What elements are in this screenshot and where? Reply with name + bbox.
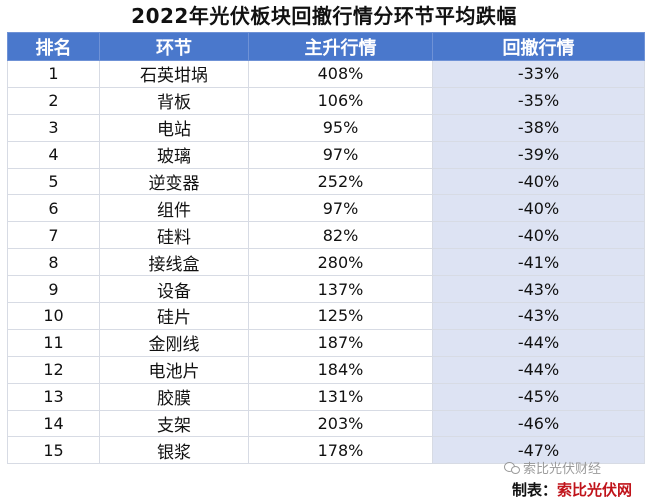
table-row: 11 金刚线 187% -44% [7, 328, 645, 357]
rise-cell: 280% [248, 248, 433, 277]
watermark: 索比光伏财经 [504, 458, 601, 477]
segment-cell: 电池片 [99, 355, 249, 384]
segment-cell: 胶膜 [99, 382, 249, 411]
rise-cell: 97% [248, 140, 433, 169]
rise-cell: 131% [248, 382, 433, 411]
table-row: 9 设备 137% -43% [7, 275, 645, 304]
footer-prefix: 制表： [511, 481, 557, 499]
table-row: 15 银浆 178% -47% [7, 436, 645, 465]
drawdown-cell: -41% [432, 248, 645, 277]
rise-cell: 95% [248, 113, 433, 142]
rise-cell: 125% [248, 302, 433, 330]
rank-cell: 7 [7, 221, 100, 250]
table-row: 10 硅片 125% -43% [7, 302, 645, 330]
rise-cell: 137% [248, 275, 433, 304]
rank-cell: 3 [7, 113, 100, 142]
rank-cell: 15 [7, 436, 100, 465]
segment-cell: 石英坩埚 [99, 60, 249, 88]
drawdown-cell: -46% [432, 409, 645, 438]
table-row: 12 电池片 184% -44% [7, 355, 645, 384]
header-rise: 主升行情 [248, 32, 433, 61]
table-row: 3 电站 95% -38% [7, 113, 645, 142]
segment-cell: 支架 [99, 409, 249, 438]
drawdown-cell: -44% [432, 328, 645, 357]
rise-cell: 184% [248, 355, 433, 384]
rank-cell: 11 [7, 328, 100, 357]
footer-credit: 制表：索比光伏网 [512, 479, 632, 500]
drawdown-cell: -45% [432, 382, 645, 411]
footer-brand: 索比光伏网 [556, 481, 632, 499]
drawdown-cell: -33% [432, 60, 645, 88]
table-row: 6 组件 97% -40% [7, 194, 645, 223]
drawdown-cell: -44% [432, 355, 645, 384]
header-drawdown: 回撤行情 [432, 32, 645, 61]
table-row: 5 逆变器 252% -40% [7, 167, 645, 196]
drawdown-cell: -35% [432, 86, 645, 115]
watermark-text: 索比光伏财经 [523, 462, 602, 477]
drawdown-cell: -38% [432, 113, 645, 142]
rank-cell: 5 [7, 167, 100, 196]
rank-cell: 13 [7, 382, 100, 411]
header-segment: 环节 [99, 32, 249, 61]
segment-cell: 接线盒 [99, 248, 249, 277]
rise-cell: 97% [248, 194, 433, 223]
drawdown-table: 排名 环节 主升行情 回撤行情 1 石英坩埚 408% -33% 2 背板 106% -35%… [7, 32, 645, 465]
drawdown-cell: -43% [432, 275, 645, 304]
rank-cell: 9 [7, 275, 100, 304]
segment-cell: 银浆 [99, 436, 249, 465]
table-row: 2 背板 106% -35% [7, 86, 645, 115]
rank-cell: 8 [7, 248, 100, 277]
table-row: 4 玻璃 97% -39% [7, 140, 645, 169]
table-row: 13 胶膜 131% -45% [7, 382, 645, 411]
segment-cell: 组件 [99, 194, 249, 223]
rank-cell: 2 [7, 86, 100, 115]
rise-cell: 252% [248, 167, 433, 196]
rank-cell: 4 [7, 140, 100, 169]
table-row: 7 硅料 82% -40% [7, 221, 645, 250]
drawdown-cell: -43% [432, 302, 645, 330]
segment-cell: 硅料 [99, 221, 249, 250]
rank-cell: 14 [7, 409, 100, 438]
segment-cell: 设备 [99, 275, 249, 304]
rise-cell: 203% [248, 409, 433, 438]
header-rank: 排名 [7, 32, 100, 61]
rank-cell: 6 [7, 194, 100, 223]
segment-cell: 硅片 [99, 302, 249, 330]
rise-cell: 408% [248, 60, 433, 88]
rise-cell: 82% [248, 221, 433, 250]
segment-cell: 电站 [99, 113, 249, 142]
rank-cell: 12 [7, 355, 100, 384]
segment-cell: 金刚线 [99, 328, 249, 357]
rise-cell: 187% [248, 328, 433, 357]
table-header-row: 排名 环节 主升行情 回撤行情 [7, 32, 645, 61]
rank-cell: 10 [7, 302, 100, 330]
drawdown-cell: -47% [432, 436, 645, 465]
rise-cell: 178% [248, 436, 433, 465]
drawdown-cell: -39% [432, 140, 645, 169]
table-row: 1 石英坩埚 408% -33% [7, 60, 645, 88]
drawdown-cell: -40% [432, 221, 645, 250]
table-row: 14 支架 203% -46% [7, 409, 645, 438]
drawdown-cell: -40% [432, 167, 645, 196]
rise-cell: 106% [248, 86, 433, 115]
drawdown-cell: -40% [432, 194, 645, 223]
segment-cell: 背板 [99, 86, 249, 115]
rank-cell: 1 [7, 60, 100, 88]
segment-cell: 玻璃 [99, 140, 249, 169]
wechat-icon [504, 461, 520, 474]
table-row: 8 接线盒 280% -41% [7, 248, 645, 277]
segment-cell: 逆变器 [99, 167, 249, 196]
table-title: 2022年光伏板块回撤行情分环节平均跌幅 [131, 4, 517, 28]
